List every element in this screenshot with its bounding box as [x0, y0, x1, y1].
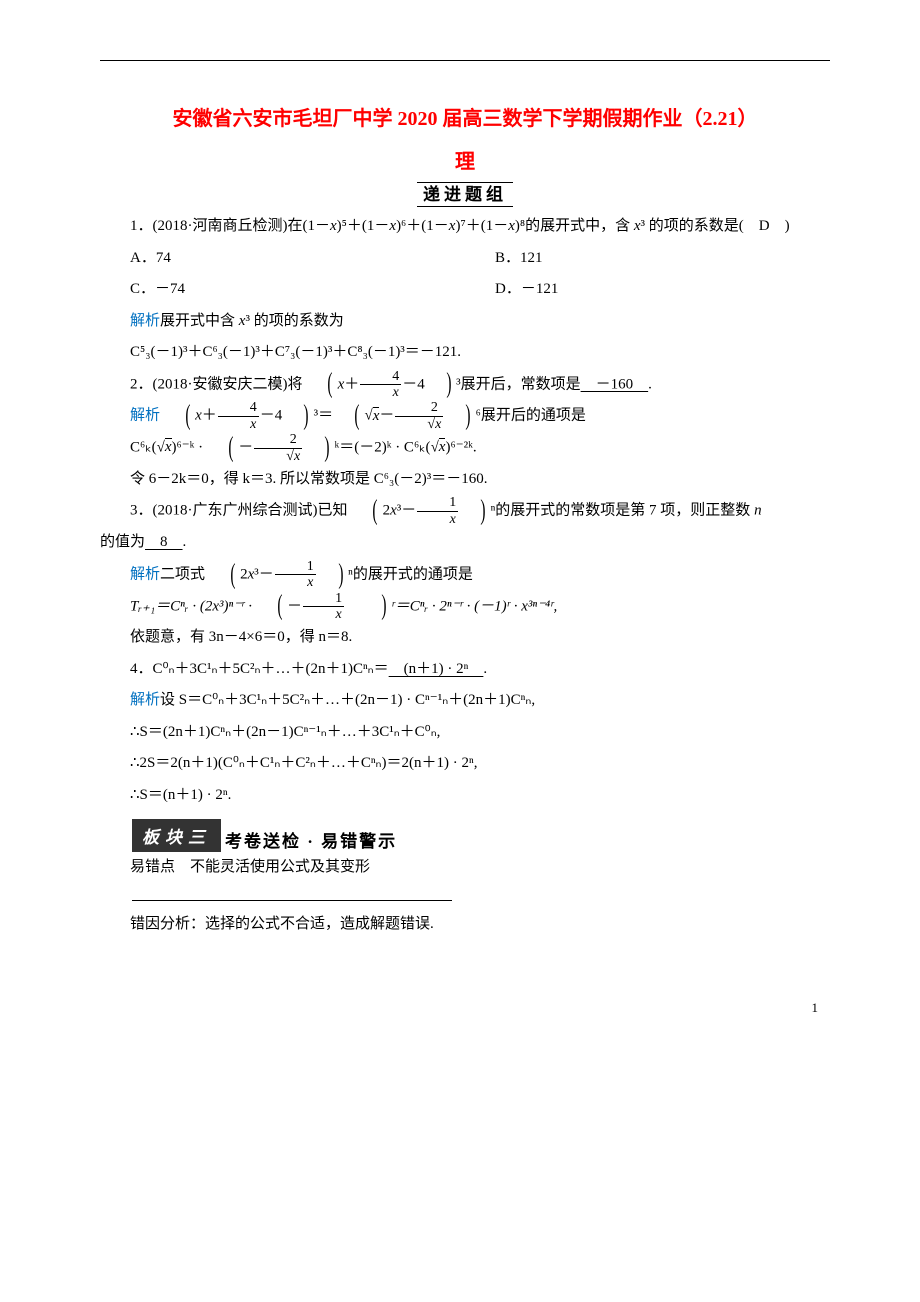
q4-solution-line3: ∴2S＝2(n＋1)(C⁰ₙ＋C¹ₙ＋C²ₙ＋…＋Cⁿₙ)＝2(n＋1) · 2… [100, 748, 830, 780]
q3-stem-line2: 的值为 8 . [100, 527, 830, 559]
q1-choices-row2: C．－74 D．－121 [100, 274, 830, 306]
solution-label: 解析 [130, 408, 160, 424]
error-analysis: 错因分析：选择的公式不合适，造成解题错误. [100, 909, 830, 941]
error-point-title: 易错点 不能灵活使用公式及其变形 [100, 852, 830, 884]
section-banner: 板块三 [132, 819, 221, 852]
top-rule [100, 60, 830, 61]
solution-label: 解析 [130, 313, 160, 329]
solution-label: 解析 [130, 566, 160, 582]
divider [132, 900, 452, 901]
q1-solution-line1: 解析展开式中含 x³ 的项的系数为 [100, 306, 830, 338]
doc-subtitle: 理 [100, 145, 830, 174]
q2-solution-line2: C⁶ₖ(√x)⁶⁻ᵏ · (－2√x)ᵏ＝(－2)ᵏ · C⁶ₖ(√x)⁶⁻²ᵏ… [100, 432, 830, 464]
q1-choices-row1: A．74 B．121 [100, 243, 830, 275]
q2-solution-line1: 解析 (x＋4x－4)³＝(√x－2√x)⁶展开后的通项是 [100, 400, 830, 432]
q1-choice-b: B．121 [465, 243, 830, 275]
q3-solution-line3: 依题意，有 3n－4×6＝0，得 n＝8. [100, 622, 830, 654]
q3-solution-line1: 解析二项式 (2x³－1x)ⁿ的展开式的通项是 [100, 559, 830, 591]
q4-solution-line2: ∴S＝(2n＋1)Cⁿₙ＋(2n－1)Cⁿ⁻¹ₙ＋…＋3C¹ₙ＋C⁰ₙ, [100, 717, 830, 749]
doc-title: 安徽省六安市毛坦厂中学 2020 届高三数学下学期假期作业（2.21） [100, 101, 830, 137]
section-banner-tail: 考卷送检 · 易错警示 [225, 827, 397, 852]
q1-solution-line2: C⁵₃(－1)³＋C⁶₃(－1)³＋C⁷₃(－1)³＋C⁸₃(－1)³＝－121… [100, 337, 830, 369]
q1-stem: 1．(2018·河南商丘检测)在(1－x)⁵＋(1－x)⁶＋(1－x)⁷＋(1－… [100, 211, 830, 243]
section-header: 递进题组 [100, 180, 830, 205]
q4-stem: 4．C⁰ₙ＋3C¹ₙ＋5C²ₙ＋…＋(2n＋1)Cⁿₙ＝ (n＋1) · 2ⁿ … [100, 654, 830, 686]
q3-stem: 3．(2018·广东广州综合测试)已知 (2x³－1x)ⁿ的展开式的常数项是第 … [100, 495, 830, 527]
page-number: 1 [100, 1000, 830, 1016]
q4-solution-line1: 解析设 S＝C⁰ₙ＋3C¹ₙ＋5C²ₙ＋…＋(2n－1) · Cⁿ⁻¹ₙ＋(2n… [100, 685, 830, 717]
q2-answer: －160 [581, 376, 649, 392]
solution-label: 解析 [130, 692, 160, 708]
q3-solution-line2: Tᵣ₊₁＝Cⁿᵣ · (2x³)ⁿ⁻ʳ · (－1x )ʳ＝Cⁿᵣ · 2ⁿ⁻ʳ… [100, 591, 830, 623]
q4-answer: (n＋1) · 2ⁿ [389, 661, 484, 677]
q1-choice-a: A．74 [100, 243, 465, 275]
q1-choice-c: C．－74 [100, 274, 465, 306]
q2-stem: 2．(2018·安徽安庆二模)将 (x＋4x－4)³展开后，常数项是 －160 … [100, 369, 830, 401]
section-banner-row: 板块三考卷送检 · 易错警示 [132, 811, 830, 852]
page-container: 安徽省六安市毛坦厂中学 2020 届高三数学下学期假期作业（2.21） 理 递进… [0, 0, 920, 1056]
q1-choice-d: D．－121 [465, 274, 830, 306]
q2-solution-line3: 令 6－2k＝0，得 k＝3. 所以常数项是 C⁶₃(－2)³＝－160. [100, 464, 830, 496]
q3-answer: 8 [145, 534, 183, 550]
q4-solution-line4: ∴S＝(n＋1) · 2ⁿ. [100, 780, 830, 812]
